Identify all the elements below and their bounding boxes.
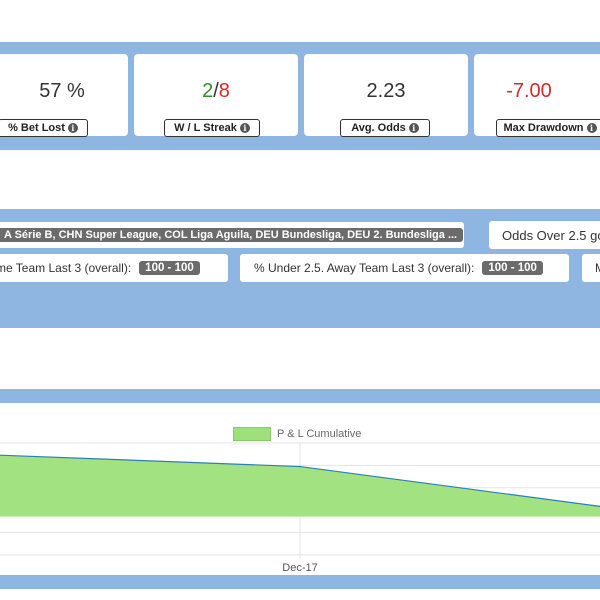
pl-chart: Dec-17 bbox=[0, 442, 600, 574]
chart-legend[interactable]: P & L Cumulative bbox=[233, 427, 361, 441]
home-team-range: 100 - 100 bbox=[139, 261, 200, 275]
extra-filter[interactable]: M bbox=[582, 254, 600, 282]
pl-point[interactable] bbox=[299, 465, 301, 468]
pl-line bbox=[0, 454, 600, 508]
stat-value-streak: 2/8 bbox=[134, 80, 298, 103]
stat-label-bet-lost[interactable]: % Bet Lost i bbox=[0, 119, 88, 137]
away-team-filter[interactable]: % Under 2.5. Away Team Last 3 (overall):… bbox=[240, 254, 569, 282]
pl-chart-panel: Dec-17 P & L Cumulative bbox=[0, 403, 600, 575]
leagues-tag: A Série B, CHN Super League, COL Liga Ag… bbox=[0, 228, 464, 242]
stat-label-avg-odds[interactable]: Avg. Odds i bbox=[340, 119, 430, 137]
filters-band: A Série B, CHN Super League, COL Liga Ag… bbox=[0, 209, 600, 328]
away-team-filter-label: % Under 2.5. Away Team Last 3 (overall): bbox=[254, 261, 475, 275]
away-team-range: 100 - 100 bbox=[482, 261, 543, 275]
extra-filter-label: M bbox=[595, 261, 600, 275]
home-team-filter-label: me Team Last 3 (overall): bbox=[0, 261, 132, 275]
info-icon[interactable]: i bbox=[239, 123, 250, 133]
info-icon[interactable]: i bbox=[67, 123, 78, 133]
stat-label-text: Max Drawdown bbox=[503, 122, 584, 134]
streak-wins: 2 bbox=[202, 80, 214, 102]
legend-swatch bbox=[233, 427, 271, 441]
home-team-filter[interactable]: me Team Last 3 (overall): 100 - 100 bbox=[0, 254, 228, 282]
pl-area bbox=[0, 455, 600, 517]
stats-band: 57 % % Bet Lost i 2/8 W / L Streak i 2.2… bbox=[0, 42, 600, 150]
stat-label-text: W / L Streak bbox=[174, 122, 237, 134]
stat-label-max-drawdown[interactable]: Max Drawdown i bbox=[496, 119, 600, 137]
legend-label: P & L Cumulative bbox=[277, 428, 362, 440]
chart-band: Dec-17 P & L Cumulative bbox=[0, 389, 600, 589]
stat-label-text: Avg. Odds bbox=[351, 122, 406, 134]
odds-filter[interactable]: Odds Over 2.5 go bbox=[489, 221, 600, 249]
stat-card-bet-lost: 57 % % Bet Lost i bbox=[0, 54, 128, 137]
x-tick-label: Dec-17 bbox=[282, 562, 317, 574]
stat-card-streak: 2/8 W / L Streak i bbox=[134, 54, 298, 137]
stat-card-max-drawdown: -7.00 Max Drawdown i bbox=[474, 54, 600, 137]
stat-label-streak[interactable]: W / L Streak i bbox=[164, 119, 260, 137]
stat-label-text: % Bet Lost bbox=[8, 122, 65, 134]
streak-losses: 8 bbox=[218, 80, 230, 102]
streak-separator: / bbox=[213, 80, 219, 102]
stat-value-max-drawdown: -7.00 bbox=[506, 80, 552, 102]
stat-card-avg-odds: 2.23 Avg. Odds i bbox=[304, 54, 468, 137]
info-icon[interactable]: i bbox=[586, 123, 597, 133]
info-icon[interactable]: i bbox=[408, 123, 419, 133]
odds-filter-label: Odds Over 2.5 go bbox=[502, 227, 600, 243]
leagues-filter[interactable]: A Série B, CHN Super League, COL Liga Ag… bbox=[0, 222, 464, 248]
stat-value-bet-lost: 57 % bbox=[39, 80, 85, 102]
stat-value-avg-odds: 2.23 bbox=[366, 80, 406, 102]
